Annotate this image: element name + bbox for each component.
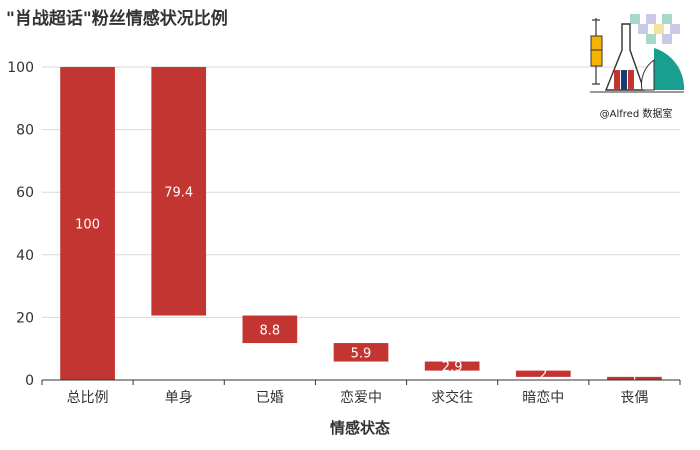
- bar-value-label: 8.8: [260, 323, 281, 338]
- lab-flask-chart-logo-icon: [590, 14, 685, 93]
- x-tick-label: 丧偶: [620, 390, 648, 406]
- logo-caption: @Alfred 数据室: [599, 109, 673, 120]
- y-tick-label: 20: [16, 310, 34, 326]
- y-tick-label: 40: [16, 248, 34, 264]
- bars: [60, 67, 662, 380]
- bar[interactable]: [607, 376, 662, 380]
- x-tick-label: 恋爱中: [340, 389, 382, 406]
- x-tick-label: 已婚: [256, 390, 284, 406]
- x-tick-label: 单身: [165, 390, 193, 406]
- y-tick-label: 80: [16, 123, 34, 139]
- x-tick-label: 总比例: [67, 390, 109, 406]
- bar[interactable]: [424, 361, 480, 371]
- x-axis-title: 情感状态: [330, 419, 390, 437]
- bar[interactable]: [333, 343, 389, 362]
- y-axis: 0 20 40 60 80 100: [7, 60, 34, 389]
- chart-title: "肖战超话"粉丝情感状况比例: [6, 9, 228, 29]
- bar-value-label: 2: [539, 368, 547, 383]
- bar[interactable]: [515, 370, 571, 377]
- bar-value-label: 2.9: [442, 360, 463, 375]
- bar[interactable]: [151, 67, 207, 316]
- x-tick-label: 暗恋中: [522, 389, 564, 406]
- bar[interactable]: [242, 315, 298, 344]
- grid-lines: [42, 66, 680, 318]
- y-tick-label: 60: [16, 185, 34, 201]
- bar-value-label: 100: [75, 218, 100, 233]
- bar[interactable]: [60, 67, 115, 380]
- bar-value-label: 79.4: [164, 185, 193, 200]
- y-tick-label: 100: [7, 60, 34, 76]
- x-axis: 总比例 单身 已婚 恋爱中 求交往 暗恋中 丧偶: [41, 379, 681, 406]
- bar-value-label: 5.9: [351, 346, 372, 361]
- x-tick-label: 求交往: [431, 389, 473, 406]
- y-tick-label: 0: [25, 373, 34, 389]
